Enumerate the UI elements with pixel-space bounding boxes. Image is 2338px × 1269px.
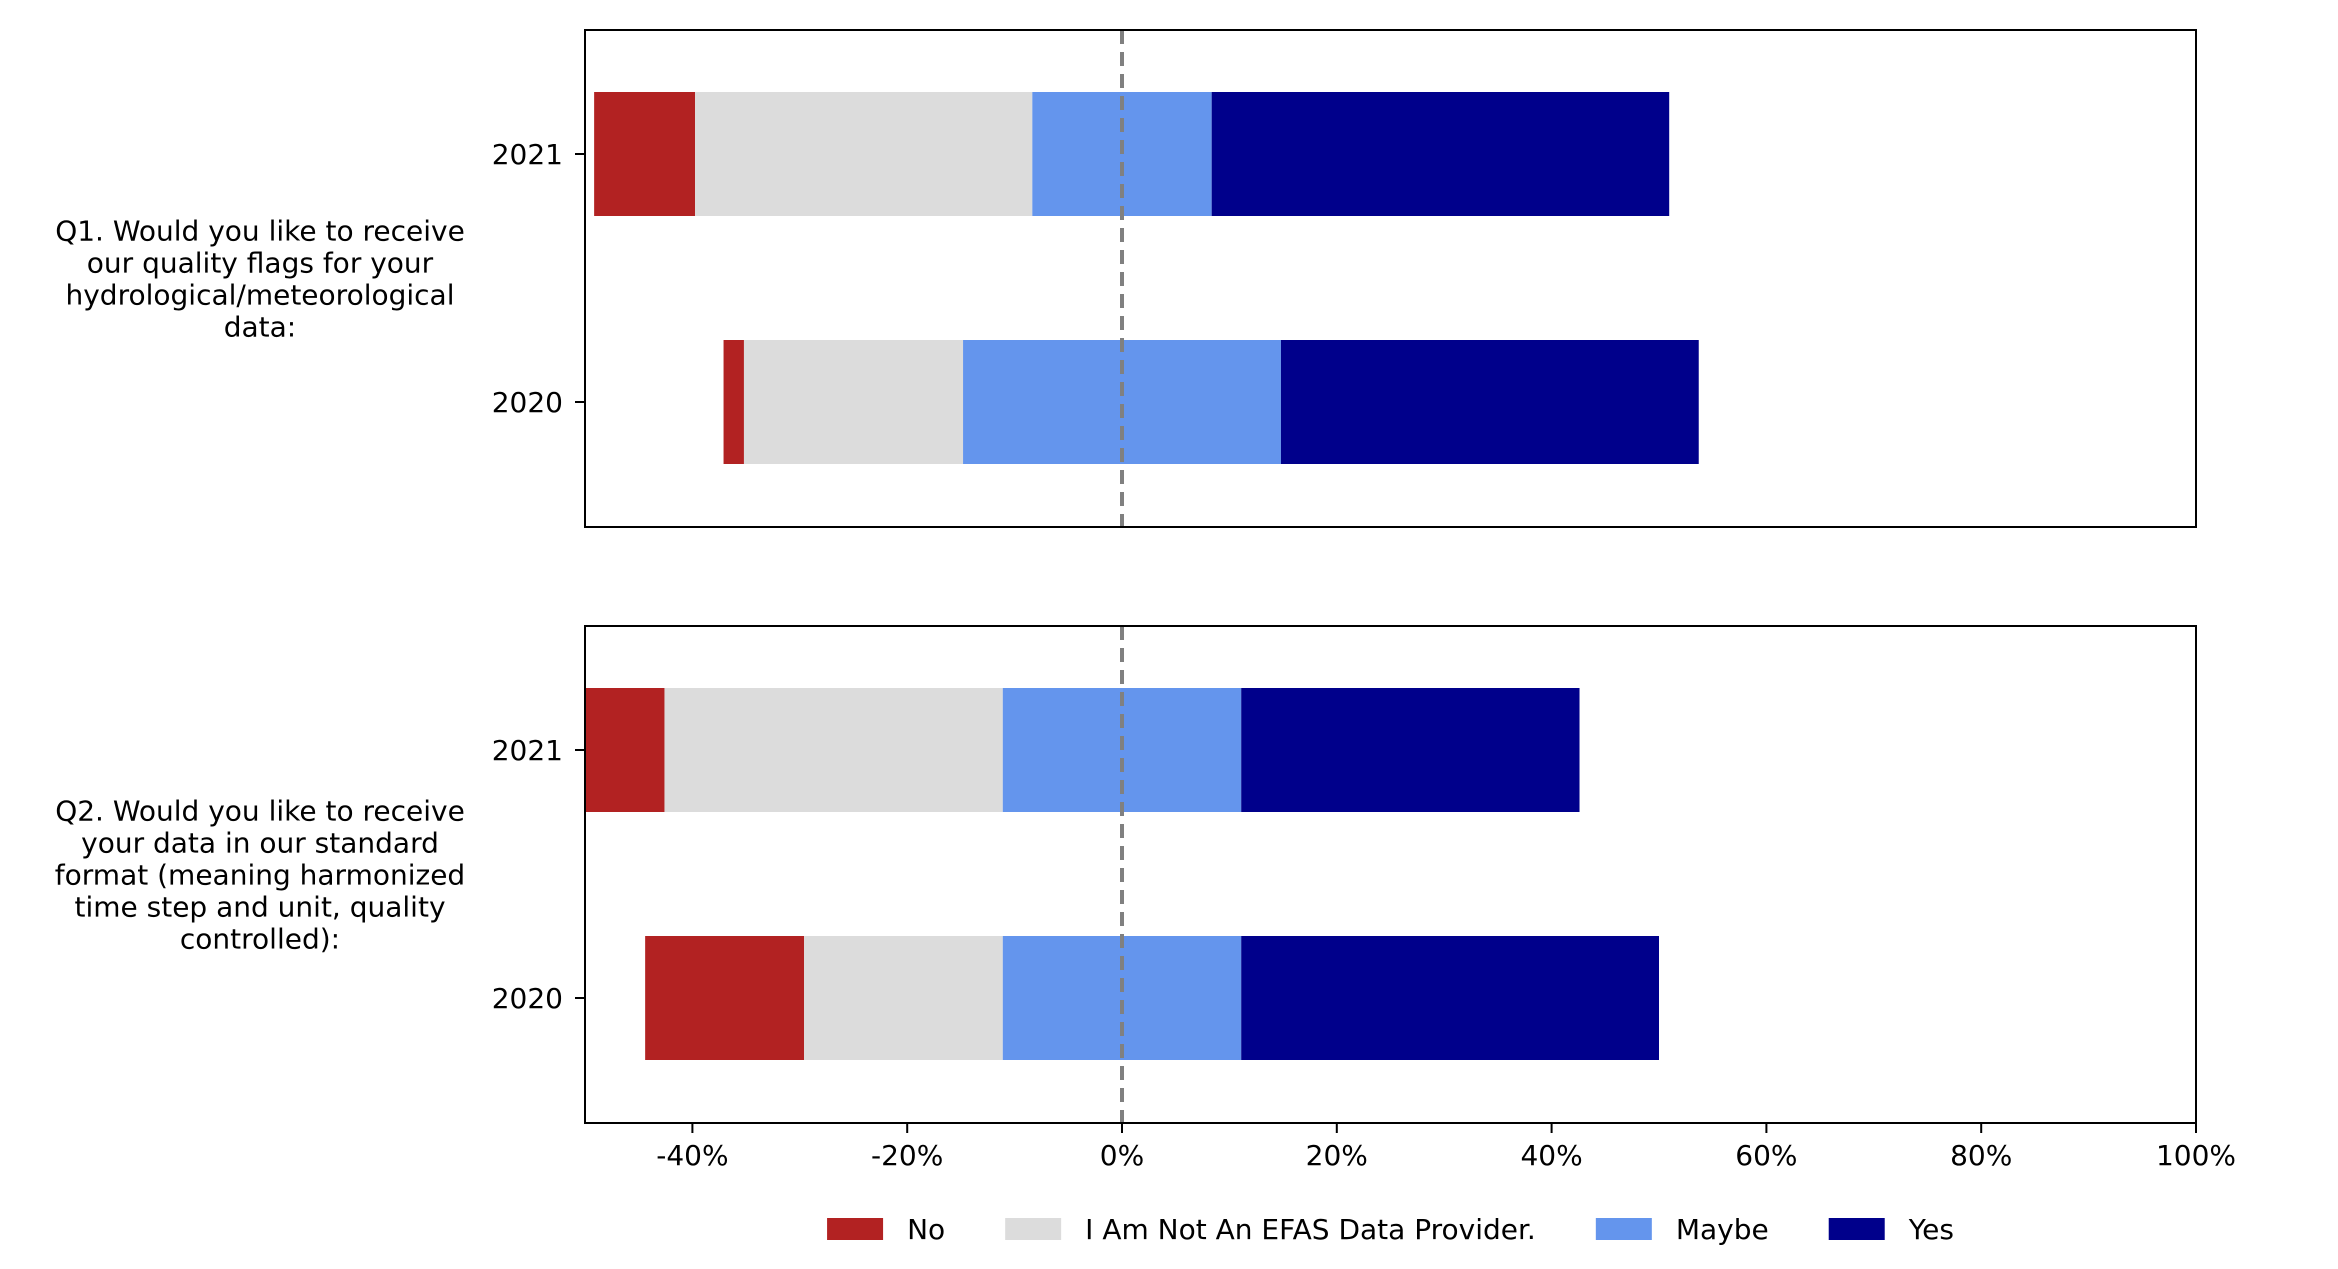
question-label-line: time step and unit, quality <box>74 891 445 924</box>
bar-segment-2020-1 <box>723 340 744 464</box>
bar-segment-2020-1 <box>645 936 805 1060</box>
legend-swatch <box>1595 1218 1652 1240</box>
legend-item-2: I Am Not An EFAS Data Provider. <box>1005 1213 1536 1246</box>
y-tick-label: 2021 <box>492 734 563 767</box>
legend: No I Am Not An EFAS Data Provider. Maybe Ye… <box>827 1213 1954 1246</box>
x-axis: -40% -20% 0% 20% 40% 60% 80% 100% <box>656 1123 2236 1172</box>
panel-q1: 2021 2020 Q1. Would you like to receiveour… <box>55 29 2197 528</box>
bar-segment-2020-4 <box>1280 340 1699 464</box>
bar-segment-2021-2 <box>695 92 1033 216</box>
question-label-line: controlled): <box>180 923 340 956</box>
bar-segment-2021-1 <box>594 92 696 216</box>
y-tick-label: 2020 <box>492 386 563 419</box>
x-tick-label: -40% <box>656 1139 728 1172</box>
x-tick-label: 20% <box>1306 1139 1368 1172</box>
x-tick-label: 60% <box>1735 1139 1797 1172</box>
legend-label: No <box>907 1213 945 1246</box>
legend-item-4: Yes <box>1828 1213 1954 1246</box>
legend-swatch <box>827 1218 884 1240</box>
question-label-line: hydrological/meteorological <box>65 279 454 312</box>
panel-q2: 2021 2020 Q2. Would you like to receiveyou… <box>55 625 2197 1124</box>
bar-segment-2020-3 <box>1002 936 1242 1060</box>
x-tick-label: 0% <box>1100 1139 1144 1172</box>
y-tick-label: 2020 <box>492 982 563 1015</box>
legend-swatch <box>1828 1218 1885 1240</box>
question-label-line: data: <box>224 311 297 344</box>
legend-item-1: No <box>827 1213 945 1246</box>
question-label-line: Q2. Would you like to receive <box>55 795 465 828</box>
bar-segment-2021-4 <box>1241 688 1580 812</box>
bar-segment-2021-1 <box>585 688 665 812</box>
bar-segment-2020-3 <box>963 340 1281 464</box>
x-tick-label: 100% <box>2156 1139 2236 1172</box>
x-tick-label: 40% <box>1520 1139 1582 1172</box>
legend-label: I Am Not An EFAS Data Provider. <box>1085 1213 1536 1246</box>
bar-segment-2021-2 <box>664 688 1003 812</box>
question-label-line: Q1. Would you like to receive <box>55 215 465 248</box>
bar-segment-2020-4 <box>1241 936 1659 1060</box>
question-label-line: format (meaning harmonized <box>55 859 465 892</box>
x-tick-label: 80% <box>1950 1139 2012 1172</box>
bar-segment-2020-2 <box>743 340 964 464</box>
legend-swatch <box>1005 1218 1062 1240</box>
bar-segment-2020-2 <box>804 936 1003 1060</box>
question-label-line: our quality flags for your <box>87 247 434 280</box>
panel-frame <box>584 625 2197 1124</box>
legend-label: Yes <box>1908 1213 1954 1246</box>
bar-segment-2021-4 <box>1211 92 1670 216</box>
x-tick-label: -20% <box>871 1139 943 1172</box>
legend-item-3: Maybe <box>1595 1213 1769 1246</box>
panel-frame <box>584 29 2197 528</box>
question-label-line: your data in our standard <box>81 827 439 860</box>
legend-label: Maybe <box>1676 1213 1769 1246</box>
y-tick-label: 2021 <box>492 138 563 171</box>
